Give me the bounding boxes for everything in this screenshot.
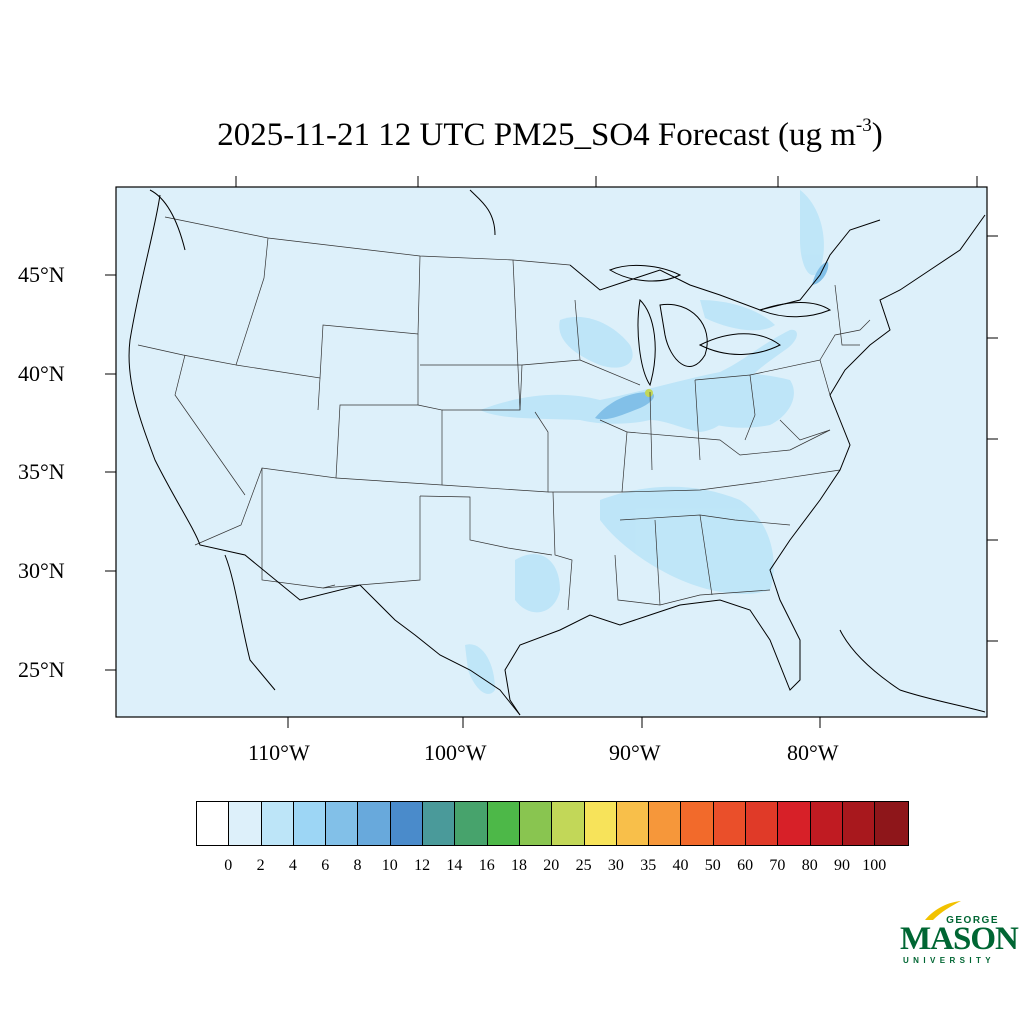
state-boundaries <box>137 216 871 611</box>
colorbar-swatch <box>649 802 682 845</box>
plume-ne <box>700 300 775 331</box>
chart-title: 2025-11-21 12 UTC PM25_SO4 Forecast (ug … <box>217 115 883 153</box>
concentration-plumes <box>465 190 824 694</box>
colorbar-swatch <box>875 802 908 845</box>
concentration-hotspot <box>645 389 653 397</box>
colorbar-swatch <box>616 802 650 845</box>
lat-label-40: 40°N <box>18 361 65 386</box>
colorbar-swatch <box>358 802 391 845</box>
colorbar-tick-label: 80 <box>801 857 818 874</box>
gmu-logo: GEORGE MASON UNIVERSITY <box>897 900 1019 970</box>
colorbar-tick-label: 4 <box>288 857 297 874</box>
colorbar-tick-label: 0 <box>224 857 233 874</box>
colorbar-swatch <box>293 802 327 845</box>
colorbar-tick-label: 16 <box>478 857 495 874</box>
lon-label-110w: 110°W <box>248 740 310 765</box>
colorbar-tick-label: 14 <box>446 857 463 874</box>
colorbar-swatch <box>778 802 811 845</box>
hotspot-chicago <box>645 389 653 397</box>
lat-label-35: 35°N <box>18 459 65 484</box>
colorbar-tick-label: 30 <box>607 857 624 874</box>
colorbar-tick-label: 12 <box>414 857 431 874</box>
colorbar-tick-label: 90 <box>834 857 850 874</box>
colorbar-swatch <box>519 802 553 845</box>
colorbar-tick-label: 18 <box>511 857 527 874</box>
logo-university-text: UNIVERSITY <box>903 956 996 965</box>
colorbar-tick-label: 60 <box>737 857 754 874</box>
colorbar-tick-label: 6 <box>321 857 330 874</box>
colorbar-swatch <box>326 802 359 845</box>
colorbar-tick-label: 50 <box>704 857 721 874</box>
lon-label-100w: 100°W <box>424 740 487 765</box>
colorbar-swatch <box>842 802 876 845</box>
colorbar-swatch <box>552 802 585 845</box>
plume-canada-east <box>800 190 824 276</box>
colorbar-swatch <box>229 802 262 845</box>
colorbar-tick-label: 8 <box>353 857 362 874</box>
colorbar-tick-label: 40 <box>672 857 689 874</box>
colorbar-swatch <box>390 802 424 845</box>
lat-label-30: 30°N <box>18 558 65 583</box>
colorbar-swatch <box>197 802 230 845</box>
map-background <box>115 186 988 718</box>
colorbar-tick-label: 100 <box>862 857 887 874</box>
lat-label-45: 45°N <box>18 262 65 287</box>
colorbar-tick-label: 2 <box>256 857 265 874</box>
colorbar-swatch <box>261 802 294 845</box>
colorbar-swatch <box>810 802 843 845</box>
axis-ticks <box>105 176 998 728</box>
colorbar-swatch <box>681 802 714 845</box>
plume-ohio <box>688 373 794 428</box>
colorbar-swatch <box>487 802 520 845</box>
plume-south <box>515 554 560 613</box>
colorbar-swatch <box>584 802 617 845</box>
logo-george-text: GEORGE <box>946 915 999 926</box>
lon-label-80w: 80°W <box>787 740 839 765</box>
colorbar-swatch <box>746 802 779 845</box>
colorbar-tick-label: 10 <box>381 857 398 874</box>
title-superscript: -3 <box>855 115 872 136</box>
colorbar <box>196 801 909 846</box>
logo-mason-text: MASON <box>900 921 1019 957</box>
colorbar-swatch <box>713 802 747 845</box>
colorbar-swatch <box>455 802 488 845</box>
core-illinois <box>595 392 655 420</box>
colorbar-swatch <box>423 802 456 845</box>
colorbar-tick-label: 35 <box>640 857 657 874</box>
coastlines <box>128 189 986 716</box>
plume-southeast <box>600 486 774 595</box>
colorbar-tick-label: 70 <box>769 857 786 874</box>
lat-label-25: 25°N <box>18 657 65 682</box>
logo-swoosh-icon <box>925 901 961 920</box>
lon-label-90w: 90°W <box>609 740 661 765</box>
colorbar-tick-label: 25 <box>575 857 592 874</box>
colorbar-tick-label: 20 <box>543 857 560 874</box>
